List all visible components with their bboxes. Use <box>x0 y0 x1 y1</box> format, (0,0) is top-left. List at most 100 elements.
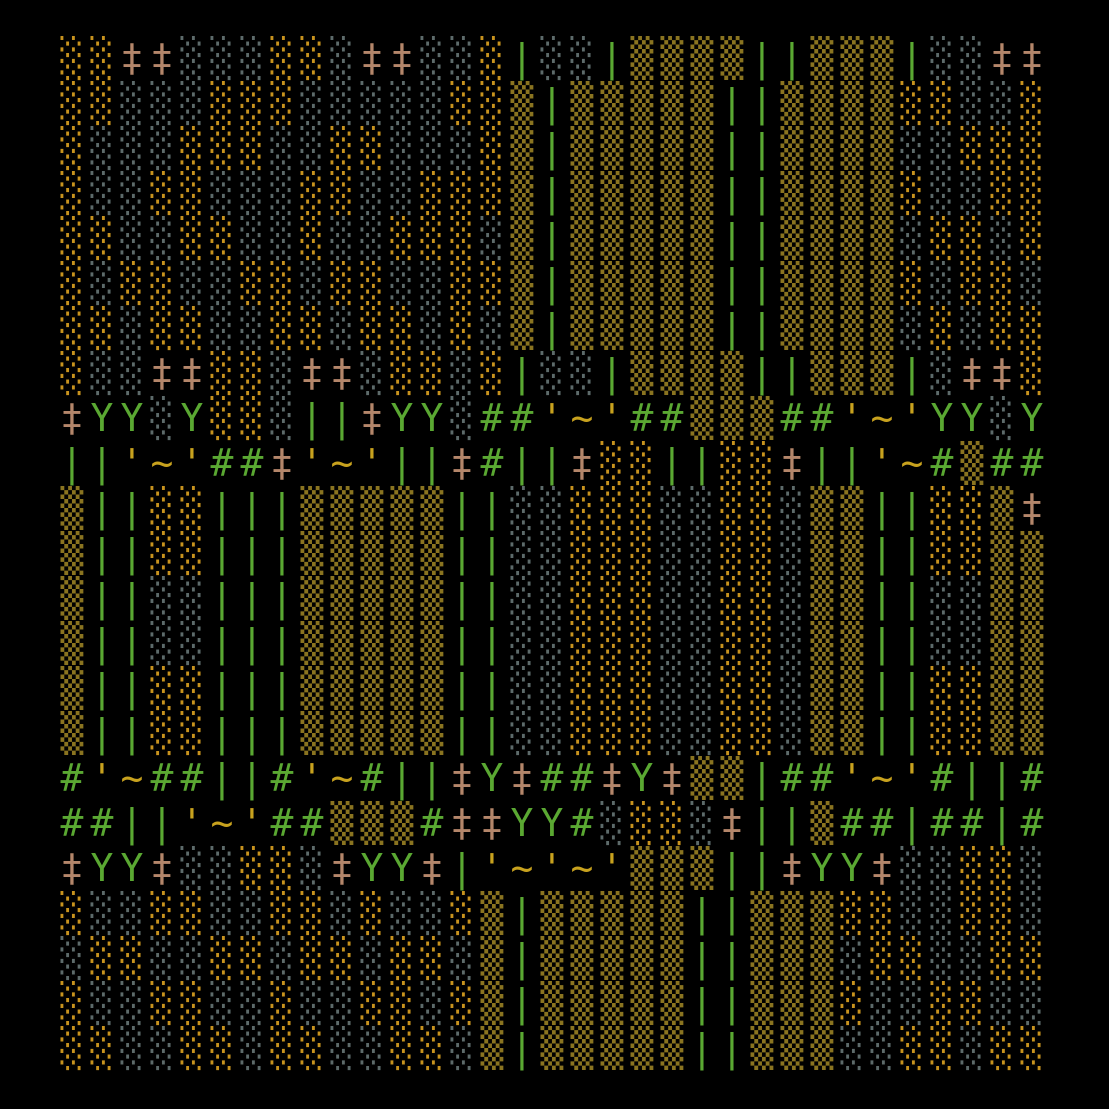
stipple-slate-cell: ░ <box>240 1026 264 1070</box>
vertical-bar-cell: | <box>750 216 774 260</box>
stipple-slate-cell: ░ <box>390 81 414 125</box>
stipple-slate-cell: ░ <box>990 981 1014 1025</box>
stipple-orange-cell: ░ <box>990 171 1014 215</box>
block-olive-cell: ▒ <box>330 486 354 530</box>
art-row: ░ ░ ░ ░ ░ ░ ░ ░ ░ ░ ░ ░ ░ ░ ▒ | ▒ ▒ ▒ ▒ ▒ | | ▒ ▒ ▒ ░ ░ ░ ░ ░ ░ ░ <box>57 1026 1052 1071</box>
block-olive-cell: ▒ <box>660 846 684 890</box>
apostrophe-cell: ' <box>600 846 624 890</box>
block-olive-cell: ▒ <box>660 216 684 260</box>
vertical-bar-cell: | <box>480 621 504 665</box>
stipple-orange-cell: ░ <box>990 261 1014 305</box>
vertical-bar-cell: | <box>510 351 534 395</box>
art-row: # ' ~ # # | | # ' ~ # | | ‡ Y ‡ # # ‡ Y ‡ ▒ ▒ | # # ' ~ ' # | | # <box>57 756 1052 801</box>
stipple-slate-cell: ░ <box>780 486 804 530</box>
block-olive-cell: ▒ <box>630 36 654 80</box>
stipple-orange-cell: ░ <box>450 261 474 305</box>
block-olive-cell: ▒ <box>60 531 84 575</box>
block-olive-cell: ▒ <box>870 216 894 260</box>
double-dagger-cell: ‡ <box>150 351 174 395</box>
hash-cell: # <box>780 396 804 440</box>
stipple-orange-cell: ░ <box>630 486 654 530</box>
stipple-orange-cell: ░ <box>60 1026 84 1070</box>
stipple-orange-cell: ░ <box>900 81 924 125</box>
stipple-orange-cell: ░ <box>60 216 84 260</box>
stipple-orange-cell: ░ <box>330 126 354 170</box>
stipple-slate-cell: ░ <box>90 891 114 935</box>
apostrophe-cell: ' <box>480 846 504 890</box>
block-olive-cell: ▒ <box>870 126 894 170</box>
stipple-orange-cell: ░ <box>720 486 744 530</box>
block-olive-cell: ▒ <box>510 306 534 350</box>
block-olive-cell: ▒ <box>990 576 1014 620</box>
vertical-bar-cell: | <box>750 81 774 125</box>
vertical-bar-cell: | <box>270 711 294 755</box>
stipple-slate-cell: ░ <box>780 621 804 665</box>
stipple-orange-cell: ░ <box>120 936 144 980</box>
block-olive-cell: ▒ <box>810 171 834 215</box>
stipple-slate-cell: ░ <box>120 126 144 170</box>
stipple-slate-cell: ░ <box>120 81 144 125</box>
block-olive-cell: ▒ <box>810 1026 834 1070</box>
stipple-slate-cell: ░ <box>180 261 204 305</box>
stipple-orange-cell: ░ <box>750 486 774 530</box>
stipple-slate-cell: ░ <box>90 126 114 170</box>
stipple-orange-cell: ░ <box>630 666 654 710</box>
block-olive-cell: ▒ <box>510 126 534 170</box>
stipple-orange-cell: ░ <box>450 891 474 935</box>
block-olive-cell: ▒ <box>690 306 714 350</box>
double-dagger-cell: ‡ <box>570 441 594 485</box>
stipple-slate-cell: ░ <box>480 306 504 350</box>
vertical-bar-cell: | <box>720 216 744 260</box>
stipple-orange-cell: ░ <box>150 981 174 1025</box>
block-olive-cell: ▒ <box>390 666 414 710</box>
block-olive-cell: ▒ <box>480 891 504 935</box>
stipple-orange-cell: ░ <box>750 576 774 620</box>
double-dagger-cell: ‡ <box>330 846 354 890</box>
apostrophe-cell: ' <box>900 396 924 440</box>
block-olive-cell: ▒ <box>420 666 444 710</box>
stipple-slate-cell: ░ <box>240 36 264 80</box>
stipple-orange-cell: ░ <box>150 891 174 935</box>
vertical-bar-cell: | <box>510 1026 534 1070</box>
stipple-slate-cell: ░ <box>330 981 354 1025</box>
vertical-bar-cell: | <box>90 441 114 485</box>
block-olive-cell: ▒ <box>810 711 834 755</box>
vertical-bar-cell: | <box>900 801 924 845</box>
block-olive-cell: ▒ <box>750 1026 774 1070</box>
block-olive-cell: ▒ <box>840 261 864 305</box>
vertical-bar-cell: | <box>120 666 144 710</box>
vertical-bar-cell: | <box>720 981 744 1025</box>
stipple-orange-cell: ░ <box>480 81 504 125</box>
stipple-slate-cell: ░ <box>900 846 924 890</box>
letter-y-cell: Y <box>1020 396 1044 440</box>
vertical-bar-cell: | <box>60 441 84 485</box>
stipple-orange-cell: ░ <box>750 711 774 755</box>
vertical-bar-cell: | <box>420 756 444 800</box>
stipple-slate-cell: ░ <box>180 936 204 980</box>
stipple-slate-cell: ░ <box>540 486 564 530</box>
stipple-slate-cell: ░ <box>540 36 564 80</box>
block-olive-cell: ▒ <box>810 936 834 980</box>
stipple-orange-cell: ░ <box>330 261 354 305</box>
stipple-orange-cell: ░ <box>630 801 654 845</box>
stipple-slate-cell: ░ <box>120 306 144 350</box>
stipple-orange-cell: ░ <box>480 261 504 305</box>
stipple-slate-cell: ░ <box>180 81 204 125</box>
stipple-slate-cell: ░ <box>930 36 954 80</box>
hash-cell: # <box>240 441 264 485</box>
vertical-bar-cell: | <box>720 936 744 980</box>
stipple-orange-cell: ░ <box>420 351 444 395</box>
double-dagger-cell: ‡ <box>360 36 384 80</box>
double-dagger-cell: ‡ <box>510 756 534 800</box>
stipple-slate-cell: ░ <box>240 306 264 350</box>
vertical-bar-cell: | <box>780 801 804 845</box>
stipple-slate-cell: ░ <box>210 306 234 350</box>
vertical-bar-cell: | <box>870 486 894 530</box>
vertical-bar-cell: | <box>900 621 924 665</box>
stipple-slate-cell: ░ <box>210 261 234 305</box>
stipple-orange-cell: ░ <box>270 846 294 890</box>
vertical-bar-cell: | <box>90 711 114 755</box>
art-row: ░ ░ ‡ ‡ ░ ░ ░ ░ ░ ░ ‡ ‡ ░ ░ ░ | ░ ░ | ▒ ▒ ▒ ▒ | | ▒ ▒ ▒ | ░ ░ ‡ ‡ <box>57 36 1052 81</box>
stipple-slate-cell: ░ <box>270 936 294 980</box>
stipple-slate-cell: ░ <box>270 216 294 260</box>
